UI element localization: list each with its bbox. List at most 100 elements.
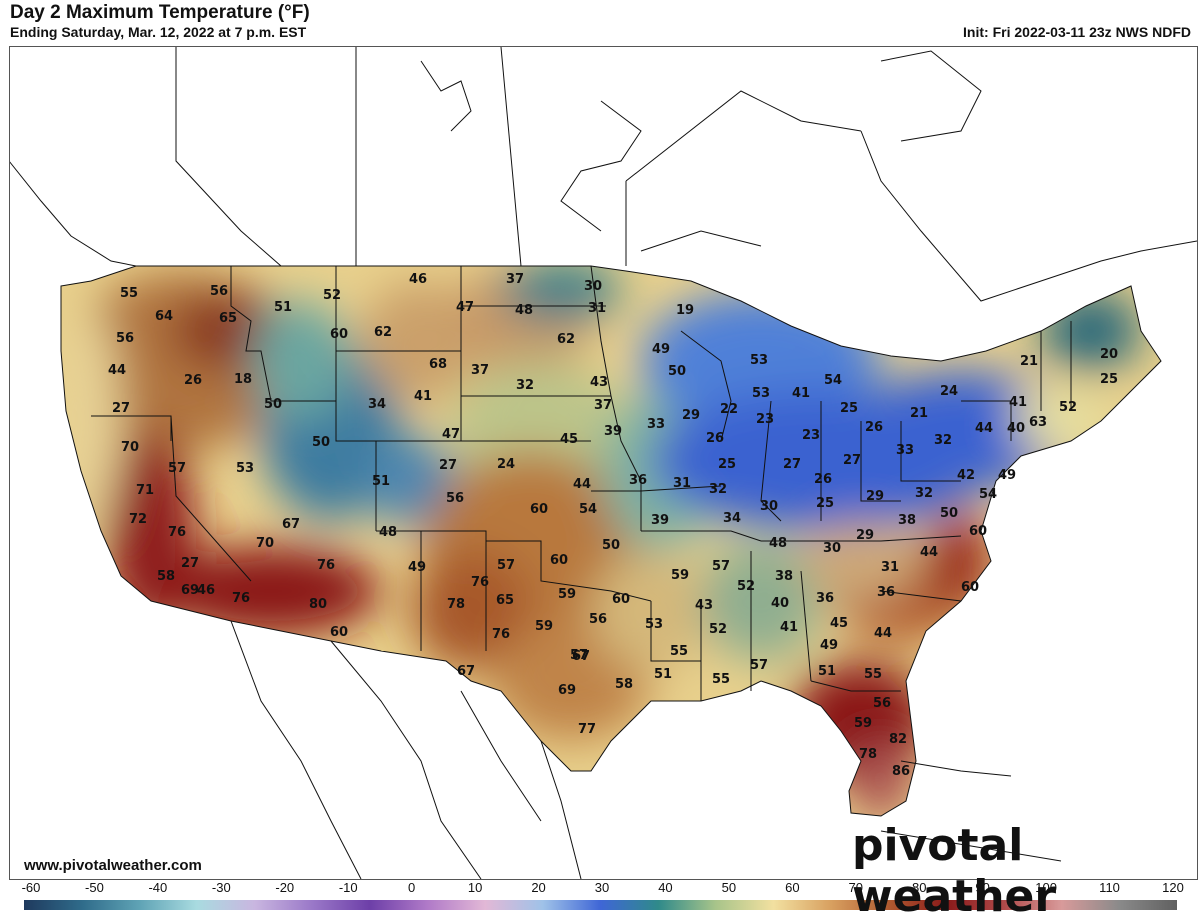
temperature-value: 52 <box>737 579 755 594</box>
temperature-value: 50 <box>602 538 620 553</box>
temperature-value: 51 <box>818 664 836 679</box>
temperature-value: 25 <box>816 496 834 511</box>
temperature-value: 31 <box>881 560 899 575</box>
temperature-value: 43 <box>590 375 608 390</box>
temperature-value: 58 <box>615 677 633 692</box>
temperature-value: 25 <box>1100 372 1118 387</box>
temperature-value: 78 <box>859 747 877 762</box>
temperature-value: 53 <box>645 617 663 632</box>
temperature-value: 27 <box>181 556 199 571</box>
colorbar-tick-label: 50 <box>721 880 737 895</box>
temperature-value: 31 <box>588 301 606 316</box>
map-header: Day 2 Maximum Temperature (°F) Ending Sa… <box>0 0 1203 46</box>
temperature-value: 43 <box>695 598 713 613</box>
temperature-value: 32 <box>709 482 727 497</box>
colorbar-tick-label: -40 <box>148 880 168 895</box>
temperature-value: 56 <box>446 491 464 506</box>
colorbar-tick-label: 0 <box>408 880 416 895</box>
map-valid-time: Ending Saturday, Mar. 12, 2022 at 7 p.m.… <box>10 24 307 40</box>
temperature-value: 20 <box>1100 347 1118 362</box>
temperature-value: 50 <box>668 364 686 379</box>
temperature-value: 41 <box>792 386 810 401</box>
temperature-value: 52 <box>709 622 727 637</box>
temperature-labels: 55 56 64 65 52 46 37 51 47 48 30 31 19 56 60 62 62 49 53 44… <box>108 272 1118 779</box>
colorbar <box>24 900 1177 910</box>
colorbar-tick-label: 70 <box>848 880 863 895</box>
temperature-value: 53 <box>236 461 254 476</box>
temperature-value: 39 <box>651 513 669 528</box>
temperature-value: 59 <box>535 619 553 634</box>
temperature-value: 38 <box>775 569 793 584</box>
temperature-value: 25 <box>718 457 736 472</box>
temperature-value: 29 <box>866 489 884 504</box>
temperature-value: 69 <box>181 583 199 598</box>
temperature-value: 30 <box>584 279 602 294</box>
temperature-value: 65 <box>496 593 514 608</box>
colorbar-tick-label: -20 <box>275 880 295 895</box>
colorbar-tick-label: 30 <box>594 880 610 895</box>
temperature-value: 27 <box>843 453 861 468</box>
temperature-value: 57 <box>570 648 588 663</box>
colorbar-tick-label: 40 <box>658 880 673 895</box>
temperature-value: 57 <box>712 559 730 574</box>
temperature-value: 29 <box>856 528 874 543</box>
temperature-value: 54 <box>824 373 842 388</box>
temperature-value: 60 <box>961 580 979 595</box>
temperature-value: 70 <box>256 536 274 551</box>
temperature-value: 54 <box>579 502 597 517</box>
temperature-value: 47 <box>456 300 474 315</box>
temperature-value: 19 <box>676 303 694 318</box>
temperature-value: 76 <box>232 591 250 606</box>
temperature-value: 76 <box>168 525 186 540</box>
temperature-value: 45 <box>560 432 578 447</box>
temperature-value: 60 <box>969 524 987 539</box>
temperature-map[interactable]: 55 56 64 65 52 46 37 51 47 48 30 31 19 56 60 62 62 49 53 44… <box>9 46 1198 880</box>
temperature-value: 26 <box>865 420 883 435</box>
temperature-value: 57 <box>750 658 768 673</box>
temperature-value: 64 <box>155 309 173 324</box>
temperature-value: 59 <box>854 716 872 731</box>
model-init-time: Init: Fri 2022-03-11 23z NWS NDFD <box>963 24 1191 40</box>
temperature-value: 60 <box>550 553 568 568</box>
temperature-value: 60 <box>530 502 548 517</box>
temperature-value: 40 <box>1007 421 1025 436</box>
colorbar-tick-label: -60 <box>21 880 41 895</box>
temperature-value: 45 <box>830 616 848 631</box>
site-url: www.pivotalweather.com <box>24 857 202 874</box>
temperature-value: 78 <box>447 597 465 612</box>
temperature-value: 42 <box>957 468 975 483</box>
temperature-value: 67 <box>282 517 300 532</box>
temperature-value: 37 <box>506 272 524 287</box>
temperature-value: 21 <box>910 406 928 421</box>
temperature-value: 24 <box>497 457 515 472</box>
temperature-value: 48 <box>515 303 533 318</box>
temperature-value: 51 <box>654 667 672 682</box>
temperature-value: 32 <box>516 378 534 393</box>
temperature-value: 44 <box>874 626 892 641</box>
temperature-value: 26 <box>706 431 724 446</box>
boundaries <box>10 47 1197 879</box>
pivotal-weather-logo: pivotal weather <box>852 820 1057 922</box>
temperature-value: 41 <box>780 620 798 635</box>
temperature-value: 29 <box>682 408 700 423</box>
temperature-value: 27 <box>783 457 801 472</box>
temperature-value: 56 <box>589 612 607 627</box>
colorbar-tick-label: 100 <box>1035 880 1057 895</box>
temperature-value: 50 <box>264 397 282 412</box>
temperature-value: 32 <box>915 486 933 501</box>
temperature-value: 36 <box>629 473 647 488</box>
temperature-value: 60 <box>330 625 348 640</box>
colorbar-ticks: -60 -50 -40 -30 -20 -10 0 10 20 30 40 50 60 70 80 90 100… <box>0 880 1203 900</box>
temperature-value: 57 <box>168 461 186 476</box>
temperature-value: 58 <box>157 569 175 584</box>
temperature-value: 23 <box>802 428 820 443</box>
colorbar-tick-label: 90 <box>975 880 990 895</box>
temperature-value: 26 <box>184 373 202 388</box>
temperature-value: 34 <box>723 511 741 526</box>
temperature-value: 39 <box>604 424 622 439</box>
temperature-value: 67 <box>457 664 475 679</box>
colorbar-tick-label: 10 <box>467 880 483 895</box>
temperature-value: 76 <box>492 627 510 642</box>
temperature-value: 40 <box>771 596 789 611</box>
temperature-value: 36 <box>816 591 834 606</box>
